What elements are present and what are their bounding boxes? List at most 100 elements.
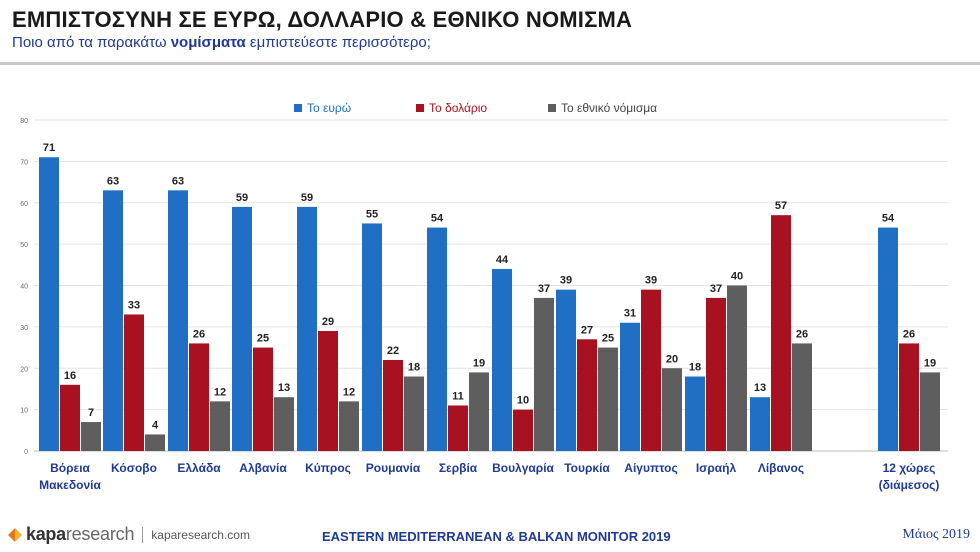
data-label: 13: [278, 382, 290, 394]
bar: [641, 289, 661, 451]
bar-chart: 0 10 20 30 40 50 60 70 80 Το ευρώ Το δολάριο Το εθν…: [20, 101, 948, 492]
data-label: 13: [754, 382, 766, 394]
data-label: 37: [710, 283, 722, 295]
data-label: 11: [452, 390, 464, 402]
bar: [318, 331, 338, 451]
x-tick-label: (διάμεσος): [879, 478, 940, 492]
bar: [620, 322, 640, 451]
bar: [792, 343, 812, 451]
bar: [253, 347, 273, 451]
legend-label: Το δολάριο: [429, 101, 487, 115]
page-subtitle: Ποιο από τα παρακάτω νομίσματα εμπιστεύε…: [12, 34, 431, 51]
legend-label: Το εθνικό νόμισμα: [561, 101, 657, 115]
data-label: 4: [152, 419, 159, 431]
y-tick-label: 40: [20, 284, 28, 291]
data-label: 12: [343, 386, 355, 398]
legend-swatch: [548, 104, 556, 112]
data-label: 54: [431, 213, 444, 225]
data-label: 18: [408, 362, 420, 374]
x-tick-label: Τουρκία: [564, 461, 610, 475]
data-label: 63: [172, 175, 184, 187]
bar: [727, 285, 747, 451]
data-label: 39: [560, 275, 572, 287]
bar: [189, 343, 209, 451]
bar: [513, 409, 533, 451]
bar: [556, 289, 576, 451]
x-tick-label: 12 χώρες: [883, 461, 936, 475]
data-label: 26: [903, 328, 915, 340]
bar: [339, 401, 359, 451]
subtitle-bold: νομίσματα: [170, 34, 246, 51]
subtitle-post: εμπιστεύεστε περισσότερο;: [245, 34, 431, 51]
data-label: 59: [236, 192, 248, 204]
bar: [124, 314, 144, 451]
x-tick-label: Μακεδονία: [39, 478, 101, 492]
bar: [920, 372, 940, 451]
data-label: 33: [128, 299, 140, 311]
bar: [297, 206, 317, 451]
data-label: 12: [214, 386, 226, 398]
x-tick-label: Κόσοβο: [111, 461, 157, 475]
x-tick-label: Σερβία: [439, 461, 478, 475]
bar: [168, 190, 188, 451]
bar: [60, 384, 80, 451]
bar: [210, 401, 230, 451]
bar: [662, 368, 682, 451]
bar: [469, 372, 489, 451]
data-label: 26: [193, 328, 205, 340]
data-label: 57: [775, 200, 787, 212]
x-tick-label: Βουλγαρία: [492, 461, 554, 475]
y-tick-label: 0: [24, 449, 28, 456]
bar: [427, 227, 447, 451]
bar: [685, 376, 705, 451]
logo-research: research: [65, 524, 135, 544]
bar: [878, 227, 898, 451]
x-tick-label: Αίγυπτος: [624, 461, 677, 475]
data-label: 26: [796, 328, 808, 340]
x-tick-label: Βόρεια: [50, 461, 90, 475]
bar: [103, 190, 123, 451]
bar: [492, 268, 512, 451]
data-label: 18: [689, 362, 701, 374]
kapa-research-logo: kapa research kaparesearch.com: [8, 524, 250, 545]
logo-website: kaparesearch.com: [151, 527, 250, 542]
data-label: 71: [43, 142, 55, 154]
legend-swatch: [294, 104, 302, 112]
data-label: 25: [257, 333, 269, 345]
bar: [39, 157, 59, 452]
data-label: 22: [387, 345, 399, 357]
data-label: 31: [624, 308, 636, 320]
legend-swatch: [416, 104, 424, 112]
bar: [771, 215, 791, 451]
data-label: 10: [517, 395, 529, 407]
x-tick-label: Ισραήλ: [696, 461, 737, 475]
data-label: 40: [731, 271, 743, 283]
bar: [81, 422, 101, 451]
data-label: 44: [496, 254, 509, 266]
logo-separator: [142, 526, 144, 543]
y-tick-label: 50: [20, 242, 28, 249]
bar: [362, 223, 382, 451]
footer: kapa research kaparesearch.com EASTERN ME…: [0, 518, 980, 552]
bar: [232, 206, 252, 451]
data-label: 59: [301, 192, 313, 204]
legend-label: Το ευρώ: [307, 101, 351, 115]
x-tick-label: Κύπρος: [305, 461, 351, 475]
x-tick-label: Αλβανία: [239, 461, 287, 475]
data-label: 29: [322, 316, 334, 328]
data-label: 25: [602, 333, 614, 345]
bar: [145, 434, 165, 451]
y-tick-label: 20: [20, 366, 28, 373]
page-title: ΕΜΠΙΣΤΟΣΥΝΗ ΣΕ ΕΥΡΩ, ΔΟΛΛΑΡΙΟ & ΕΘΝΙΚΟ Ν…: [12, 7, 633, 32]
data-label: 19: [473, 357, 485, 369]
header-divider: [0, 62, 980, 65]
data-label: 55: [366, 208, 378, 220]
header: ΕΜΠΙΣΤΟΣΥΝΗ ΣΕ ΕΥΡΩ, ΔΟΛΛΑΡΙΟ & ΕΘΝΙΚΟ Ν…: [0, 0, 980, 65]
bar: [274, 397, 294, 451]
bar: [383, 359, 403, 451]
x-tick-label: Λίβανος: [758, 461, 804, 475]
data-label: 27: [581, 324, 593, 336]
y-tick-label: 60: [20, 201, 28, 208]
bar: [899, 343, 919, 451]
data-label: 63: [107, 175, 119, 187]
